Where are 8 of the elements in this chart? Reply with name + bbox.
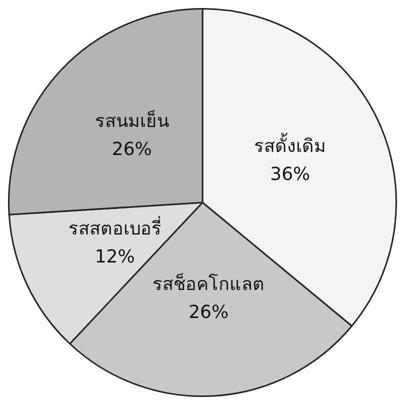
slice-label: รสช็อคโกแลต (152, 272, 265, 295)
data-label: 12% (94, 246, 135, 268)
slice-label: รสนมเย็น (94, 108, 169, 132)
data-label: 26% (112, 138, 152, 160)
slice-label: รสดั้งเดิม (254, 132, 326, 157)
slice-label: รสสตอเบอรี่ (68, 215, 162, 240)
data-label: 26% (188, 302, 229, 323)
data-label: 36% (270, 164, 310, 185)
